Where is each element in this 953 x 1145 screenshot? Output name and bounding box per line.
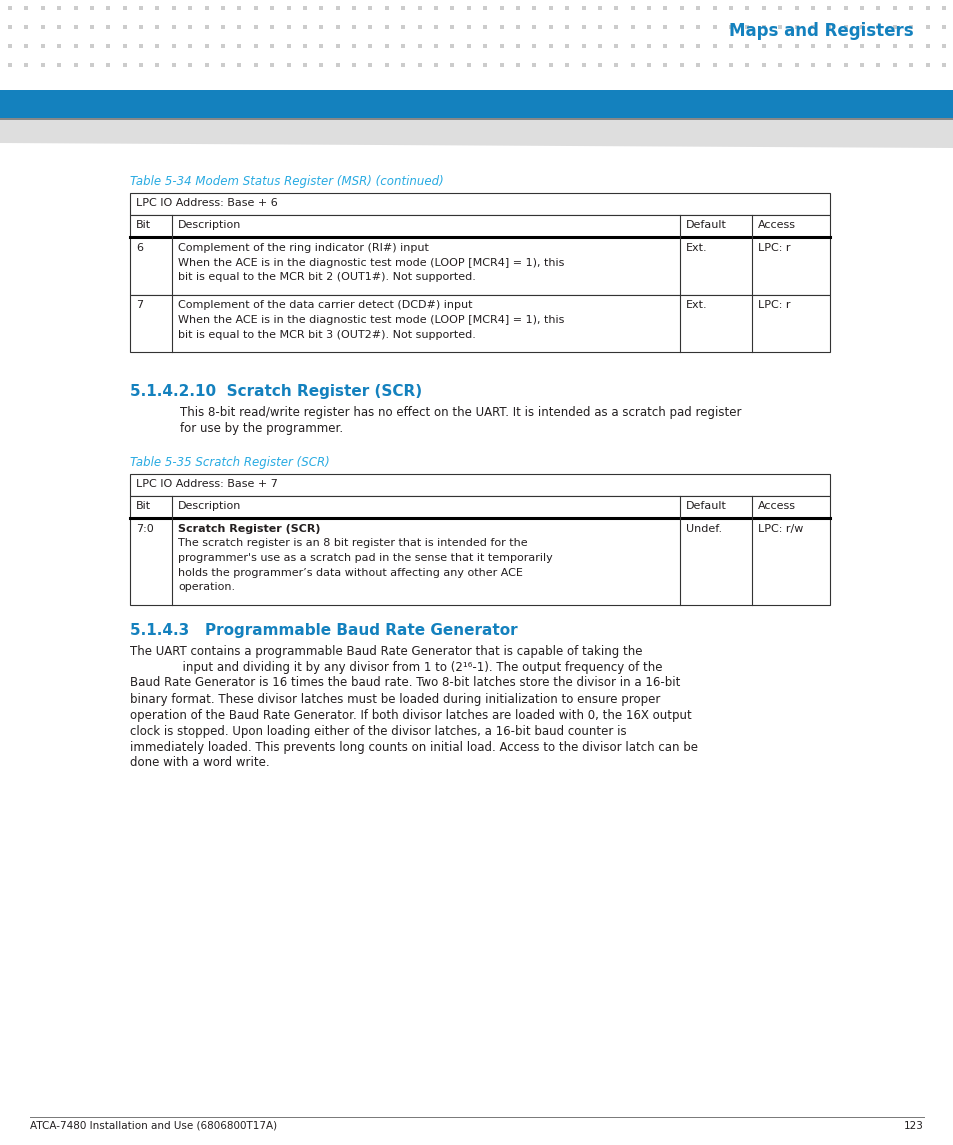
Polygon shape xyxy=(0,120,953,148)
Text: Access: Access xyxy=(758,502,795,511)
Text: bit is equal to the MCR bit 2 (OUT1#). Not supported.: bit is equal to the MCR bit 2 (OUT1#). N… xyxy=(178,273,476,282)
Bar xyxy=(130,496,829,518)
Bar xyxy=(0,90,953,118)
Text: Table 5-34 Modem Status Register (MSR) (continued): Table 5-34 Modem Status Register (MSR) (… xyxy=(130,175,443,188)
Text: 7:0: 7:0 xyxy=(136,524,153,534)
Text: for use by the programmer.: for use by the programmer. xyxy=(180,423,343,435)
Text: Baud Rate Generator is 16 times the baud rate. Two 8-bit latches store the divis: Baud Rate Generator is 16 times the baud… xyxy=(130,677,679,689)
Text: Description: Description xyxy=(178,220,241,230)
Text: clock is stopped. Upon loading either of the divisor latches, a 16-bit baud coun: clock is stopped. Upon loading either of… xyxy=(130,725,626,737)
Text: programmer's use as a scratch pad in the sense that it temporarily: programmer's use as a scratch pad in the… xyxy=(178,553,552,563)
Text: Maps and Registers: Maps and Registers xyxy=(729,22,913,40)
Text: 123: 123 xyxy=(903,1121,923,1131)
Text: Default: Default xyxy=(685,220,726,230)
Text: Ext.: Ext. xyxy=(685,300,707,310)
Text: When the ACE is in the diagnostic test mode (LOOP [MCR4] = 1), this: When the ACE is in the diagnostic test m… xyxy=(178,315,564,325)
Text: Ext.: Ext. xyxy=(685,243,707,253)
Text: 5.1.4.3   Programmable Baud Rate Generator: 5.1.4.3 Programmable Baud Rate Generator xyxy=(130,623,517,638)
Text: immediately loaded. This prevents long counts on initial load. Access to the div: immediately loaded. This prevents long c… xyxy=(130,741,698,753)
Text: This 8-bit read/write register has no effect on the UART. It is intended as a sc: This 8-bit read/write register has no ef… xyxy=(180,406,740,419)
Text: Access: Access xyxy=(758,220,795,230)
Bar xyxy=(130,518,829,605)
Text: Description: Description xyxy=(178,502,241,511)
Bar xyxy=(130,474,829,496)
Text: operation.: operation. xyxy=(178,582,234,592)
Text: done with a word write.: done with a word write. xyxy=(130,757,270,769)
Text: Table 5-35 Scratch Register (SCR): Table 5-35 Scratch Register (SCR) xyxy=(130,456,330,469)
Bar xyxy=(130,294,829,352)
Text: LPC IO Address: Base + 7: LPC IO Address: Base + 7 xyxy=(136,479,277,489)
Text: Undef.: Undef. xyxy=(685,524,721,534)
Text: Complement of the ring indicator (RI#) input: Complement of the ring indicator (RI#) i… xyxy=(178,243,429,253)
Text: LPC: r/w: LPC: r/w xyxy=(758,524,802,534)
Text: Complement of the data carrier detect (DCD#) input: Complement of the data carrier detect (D… xyxy=(178,300,472,310)
Text: Bit: Bit xyxy=(136,502,151,511)
Text: bit is equal to the MCR bit 3 (OUT2#). Not supported.: bit is equal to the MCR bit 3 (OUT2#). N… xyxy=(178,330,476,340)
Text: Scratch Register (SCR): Scratch Register (SCR) xyxy=(178,524,320,534)
Text: input and dividing it by any divisor from 1 to (2¹⁶-1). The output frequency of : input and dividing it by any divisor fro… xyxy=(130,661,661,673)
Text: 5.1.4.2.10  Scratch Register (SCR): 5.1.4.2.10 Scratch Register (SCR) xyxy=(130,384,421,398)
Bar xyxy=(130,215,829,237)
Text: ATCA-7480 Installation and Use (6806800T17A): ATCA-7480 Installation and Use (6806800T… xyxy=(30,1121,276,1131)
Text: LPC: r: LPC: r xyxy=(758,300,790,310)
Text: The scratch register is an 8 bit register that is intended for the: The scratch register is an 8 bit registe… xyxy=(178,538,527,548)
Text: When the ACE is in the diagnostic test mode (LOOP [MCR4] = 1), this: When the ACE is in the diagnostic test m… xyxy=(178,258,564,268)
Polygon shape xyxy=(0,118,953,120)
Text: LPC: r: LPC: r xyxy=(758,243,790,253)
Text: 7: 7 xyxy=(136,300,143,310)
Bar xyxy=(130,194,829,215)
Text: Default: Default xyxy=(685,502,726,511)
Bar xyxy=(130,237,829,294)
Text: holds the programmer’s data without affecting any other ACE: holds the programmer’s data without affe… xyxy=(178,568,522,577)
Text: The UART contains a programmable Baud Rate Generator that is capable of taking t: The UART contains a programmable Baud Ra… xyxy=(130,645,641,657)
Text: LPC IO Address: Base + 6: LPC IO Address: Base + 6 xyxy=(136,198,277,208)
Text: binary format. These divisor latches must be loaded during initialization to ens: binary format. These divisor latches mus… xyxy=(130,693,659,705)
Text: operation of the Baud Rate Generator. If both divisor latches are loaded with 0,: operation of the Baud Rate Generator. If… xyxy=(130,709,691,721)
Text: 6: 6 xyxy=(136,243,143,253)
Text: Bit: Bit xyxy=(136,220,151,230)
